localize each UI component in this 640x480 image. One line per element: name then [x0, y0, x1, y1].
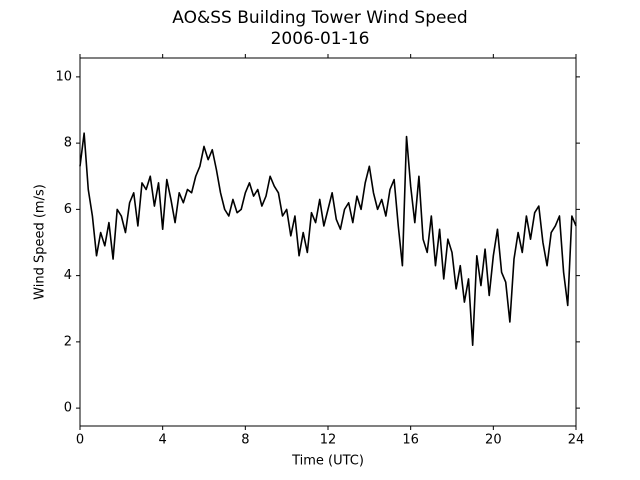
y-tick-label: 6 — [64, 202, 72, 217]
x-tick-label: 16 — [402, 433, 419, 448]
chart-title: AO&SS Building Tower Wind Speed — [172, 8, 467, 28]
chart-subtitle: 2006-01-16 — [271, 29, 370, 49]
y-axis-label: Wind Speed (m/s) — [33, 184, 48, 300]
x-tick-label: 12 — [320, 433, 337, 448]
x-tick-label: 8 — [241, 433, 249, 448]
y-tick-label: 0 — [64, 401, 72, 416]
x-tick-label: 20 — [485, 433, 502, 448]
x-axis-label: Time (UTC) — [291, 454, 364, 469]
y-tick-label: 4 — [64, 268, 72, 283]
x-tick-label: 4 — [159, 433, 167, 448]
data-line — [79, 132, 577, 346]
y-tick-label: 2 — [64, 334, 72, 349]
x-tick-label: 0 — [76, 433, 84, 448]
y-tick-label: 8 — [64, 136, 72, 151]
x-tick-label: 24 — [568, 433, 585, 448]
y-tick-label: 10 — [55, 69, 72, 84]
